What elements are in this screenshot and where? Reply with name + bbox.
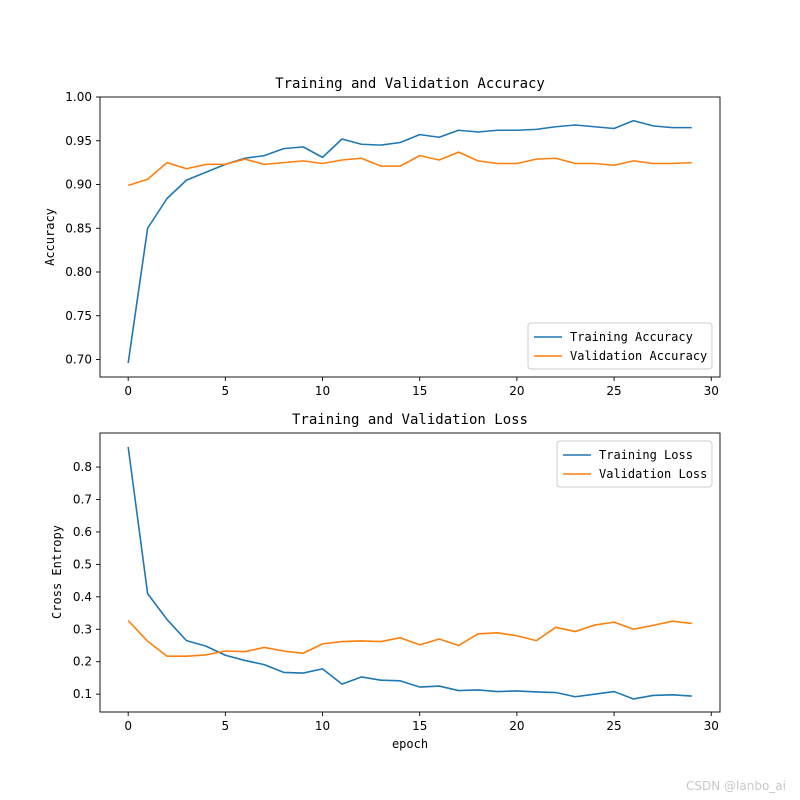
accuracy-subplot: Training and Validation Accuracy Accurac…: [43, 76, 721, 398]
loss-legend-label-1: Training Loss: [599, 448, 693, 462]
loss-x-tick-label: 0: [124, 719, 132, 733]
accuracy-x-tick-label: 15: [412, 384, 427, 398]
loss-x-tick-label: 5: [222, 719, 230, 733]
loss-legend-box: [556, 440, 713, 488]
accuracy-y-tick-label: 0.85: [65, 221, 92, 235]
loss-legend-label-2: Validation Loss: [599, 467, 707, 481]
accuracy-legend-label-1: Training Accuracy: [570, 330, 693, 344]
accuracy-x-tick-label: 30: [704, 384, 719, 398]
watermark-text: CSDN @lanbo_ai: [686, 779, 786, 793]
accuracy-y-tick-label: 1.00: [65, 90, 92, 104]
loss-series-line-1: [127, 446, 692, 700]
accuracy-x-tick-label: 20: [509, 384, 524, 398]
loss-y-tick-label: 0.4: [73, 590, 92, 604]
accuracy-x-tick-label: 25: [606, 384, 621, 398]
accuracy-y-tick-label: 0.90: [65, 178, 92, 192]
loss-x-tick-label: 10: [315, 719, 330, 733]
accuracy-chart-title: Training and Validation Accuracy: [275, 76, 545, 92]
loss-x-tick-label: 30: [704, 719, 719, 733]
loss-y-tick-label: 0.2: [73, 655, 92, 669]
loss-subplot: Training and Validation Loss Cross Entro…: [50, 412, 721, 751]
loss-y-tick-label: 0.8: [73, 460, 92, 474]
accuracy-plot-frame: [99, 96, 721, 378]
accuracy-y-tick-label: 0.80: [65, 265, 92, 279]
accuracy-x-tick-label: 10: [315, 384, 330, 398]
loss-x-axis-label: epoch: [392, 737, 428, 751]
loss-y-axis-label: Cross Entropy: [50, 525, 64, 619]
loss-y-tick-label: 0.3: [73, 622, 92, 636]
loss-x-tick-label: 20: [509, 719, 524, 733]
loss-x-tick-label: 25: [606, 719, 621, 733]
loss-series-line-2: [127, 619, 692, 658]
accuracy-series-line-2: [127, 151, 692, 187]
accuracy-x-tick-label: 5: [222, 384, 230, 398]
accuracy-legend-label-2: Validation Accuracy: [570, 349, 707, 363]
accuracy-x-tick-label: 0: [124, 384, 132, 398]
loss-y-tick-label: 0.6: [73, 525, 92, 539]
loss-chart-title: Training and Validation Loss: [292, 412, 528, 428]
loss-y-tick-label: 0.7: [73, 493, 92, 507]
loss-x-tick-label: 15: [412, 719, 427, 733]
loss-y-tick-label: 0.1: [73, 687, 92, 701]
accuracy-y-tick-label: 0.70: [65, 353, 92, 367]
accuracy-y-tick-label: 0.95: [65, 134, 92, 148]
accuracy-series-line-1: [127, 119, 692, 364]
accuracy-y-axis-label: Accuracy: [43, 208, 57, 266]
loss-plot-frame: [99, 432, 721, 713]
accuracy-legend-box: [527, 322, 713, 370]
loss-y-tick-label: 0.5: [73, 557, 92, 571]
accuracy-y-tick-label: 0.75: [65, 309, 92, 323]
